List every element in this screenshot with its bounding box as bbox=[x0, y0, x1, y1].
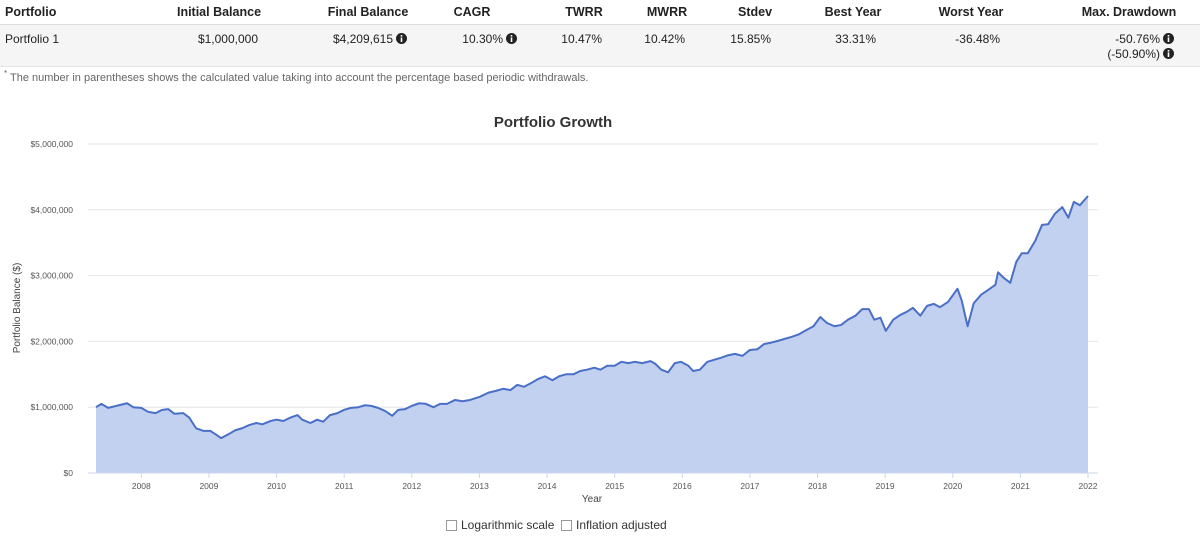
checkbox[interactable] bbox=[561, 519, 572, 531]
checkbox-control[interactable]: Inflation adjusted bbox=[561, 518, 667, 532]
checkbox[interactable] bbox=[446, 519, 457, 531]
column-header: Max. Drawdown bbox=[1081, 5, 1177, 19]
info-icon[interactable] bbox=[1163, 33, 1174, 44]
table-cell: 10.47% bbox=[561, 32, 602, 46]
x-axis-label: Year bbox=[582, 494, 603, 505]
x-tick-label: 2013 bbox=[470, 481, 489, 491]
table-cell: -50.76% bbox=[1115, 32, 1160, 46]
x-tick-label: 2016 bbox=[673, 481, 692, 491]
column-header: Stdev bbox=[737, 5, 773, 19]
column-header: Final Balance bbox=[327, 5, 409, 19]
y-tick-label: $1,000,000 bbox=[30, 402, 73, 412]
table-cell: 10.42% bbox=[644, 32, 685, 46]
table-row bbox=[0, 25, 1200, 67]
x-tick-label: 2010 bbox=[267, 481, 286, 491]
table-cell: 15.85% bbox=[730, 32, 771, 46]
y-axis-label: Portfolio Balance ($) bbox=[12, 263, 23, 354]
checkbox-control[interactable]: Logarithmic scale bbox=[446, 518, 554, 532]
area-line bbox=[95, 195, 1089, 440]
table-cell: Portfolio 1 bbox=[5, 32, 60, 46]
table-cell: 33.31% bbox=[835, 32, 876, 46]
x-tick-label: 2015 bbox=[605, 481, 624, 491]
x-tick-label: 2008 bbox=[132, 481, 151, 491]
checkbox-label: Logarithmic scale bbox=[461, 518, 555, 532]
area-fill bbox=[96, 196, 1088, 473]
checkbox-label: Inflation adjusted bbox=[576, 518, 667, 532]
x-tick-label: 2009 bbox=[199, 481, 218, 491]
x-tick-label: 2022 bbox=[1079, 481, 1098, 491]
x-tick-label: 2019 bbox=[876, 481, 895, 491]
info-icon[interactable] bbox=[1163, 48, 1174, 59]
info-icon[interactable] bbox=[396, 33, 407, 44]
y-tick-label: $2,000,000 bbox=[30, 336, 73, 346]
column-header: MWRR bbox=[646, 5, 688, 19]
x-tick-label: 2014 bbox=[538, 481, 557, 491]
table-cell: -36.48% bbox=[955, 32, 1000, 46]
info-icon[interactable] bbox=[506, 33, 517, 44]
column-header: CAGR bbox=[453, 5, 491, 19]
x-tick-label: 2020 bbox=[943, 481, 962, 491]
footnote-marker: * bbox=[4, 69, 8, 78]
y-tick-label: $4,000,000 bbox=[30, 205, 73, 215]
y-tick-label: $3,000,000 bbox=[30, 271, 73, 281]
x-tick-label: 2012 bbox=[402, 481, 421, 491]
column-header: Best Year bbox=[824, 5, 882, 19]
footnote: The number in parentheses shows the calc… bbox=[10, 72, 589, 84]
x-tick-label: 2017 bbox=[740, 481, 759, 491]
column-header: TWRR bbox=[565, 5, 603, 19]
table-cell: $1,000,000 bbox=[197, 32, 258, 46]
x-tick-label: 2021 bbox=[1011, 481, 1030, 491]
x-tick-label: 2011 bbox=[335, 481, 354, 491]
x-tick-label: 2018 bbox=[808, 481, 827, 491]
y-tick-label: $0 bbox=[64, 468, 74, 478]
column-header: Portfolio bbox=[5, 5, 57, 19]
table-cell: $4,209,615 bbox=[332, 32, 393, 46]
chart-title: Portfolio Growth bbox=[494, 114, 612, 131]
column-header: Initial Balance bbox=[176, 5, 262, 19]
table-cell-note: (-50.90%) bbox=[1107, 47, 1160, 61]
column-header: Worst Year bbox=[938, 5, 1004, 19]
table-header bbox=[0, 0, 1200, 25]
table-cell: 10.30% bbox=[462, 32, 503, 46]
y-tick-label: $5,000,000 bbox=[30, 139, 73, 149]
